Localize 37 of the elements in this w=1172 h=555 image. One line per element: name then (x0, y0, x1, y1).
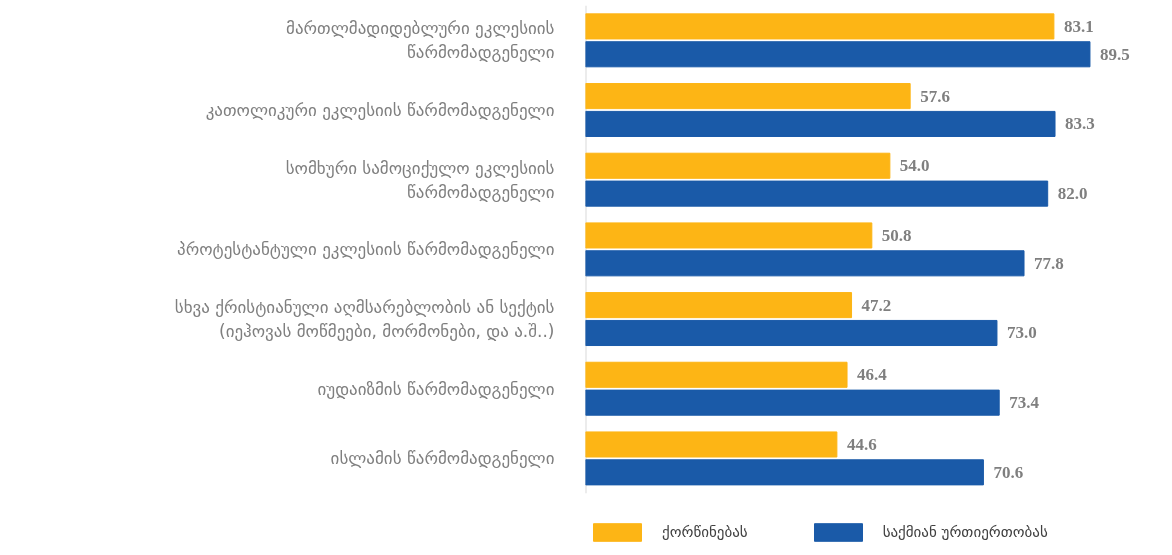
bar (585, 361, 848, 388)
bar (585, 222, 873, 249)
data-label: 54.0 (899, 156, 930, 176)
data-label: 70.6 (993, 462, 1024, 482)
data-label: 50.8 (881, 225, 912, 245)
bar (585, 292, 853, 319)
y-tick-label: სხვა ქრისტიანული აღმსარებლობის ან სექტის (იეჰოვას მოწმეები, მორმონები, და ა.შ..) (174, 297, 555, 342)
bar (585, 110, 1056, 137)
data-label: 83.1 (1063, 16, 1094, 36)
bar (585, 180, 1049, 207)
bar (585, 83, 911, 110)
y-tick-label: იუდაიზმის წარმომადგენელი (317, 378, 555, 399)
data-label: 47.2 (861, 295, 892, 315)
data-label: 89.5 (1099, 44, 1130, 64)
bar (585, 250, 1025, 277)
bar (585, 389, 1000, 416)
y-tick-label: პროტესტანტული ეკლესიის წარმომადგენელი (177, 239, 555, 260)
y-tick-label: ისლამის წარმომადგენელი (330, 448, 555, 469)
data-label: 44.6 (846, 434, 877, 454)
legend-label: საქმიან ურთიერთობას (882, 523, 1048, 541)
bar (585, 319, 998, 347)
data-label: 77.8 (1034, 253, 1064, 273)
bar (585, 431, 838, 458)
data-label: 57.6 (920, 86, 950, 106)
data-label: 73.0 (1006, 323, 1037, 343)
bar (585, 152, 891, 179)
y-tick-label: კათოლიკური ეკლესიის წარმომადგენელი (205, 100, 555, 121)
y-tick-label: სომხური სამოციქულო ეკლესიის წარმომადგენელი (285, 157, 555, 202)
data-label: 83.3 (1065, 114, 1095, 134)
y-tick-label: მართლმადიდებლური ეკლესიის წარმომადგენელი (286, 18, 555, 63)
bar (585, 459, 984, 486)
legend-label: ქორწინებას (662, 523, 748, 541)
data-label: 73.4 (1009, 393, 1040, 413)
bar (585, 13, 1055, 40)
data-label: 82.0 (1057, 184, 1088, 204)
bar (585, 41, 1091, 68)
data-label: 46.4 (857, 365, 888, 385)
